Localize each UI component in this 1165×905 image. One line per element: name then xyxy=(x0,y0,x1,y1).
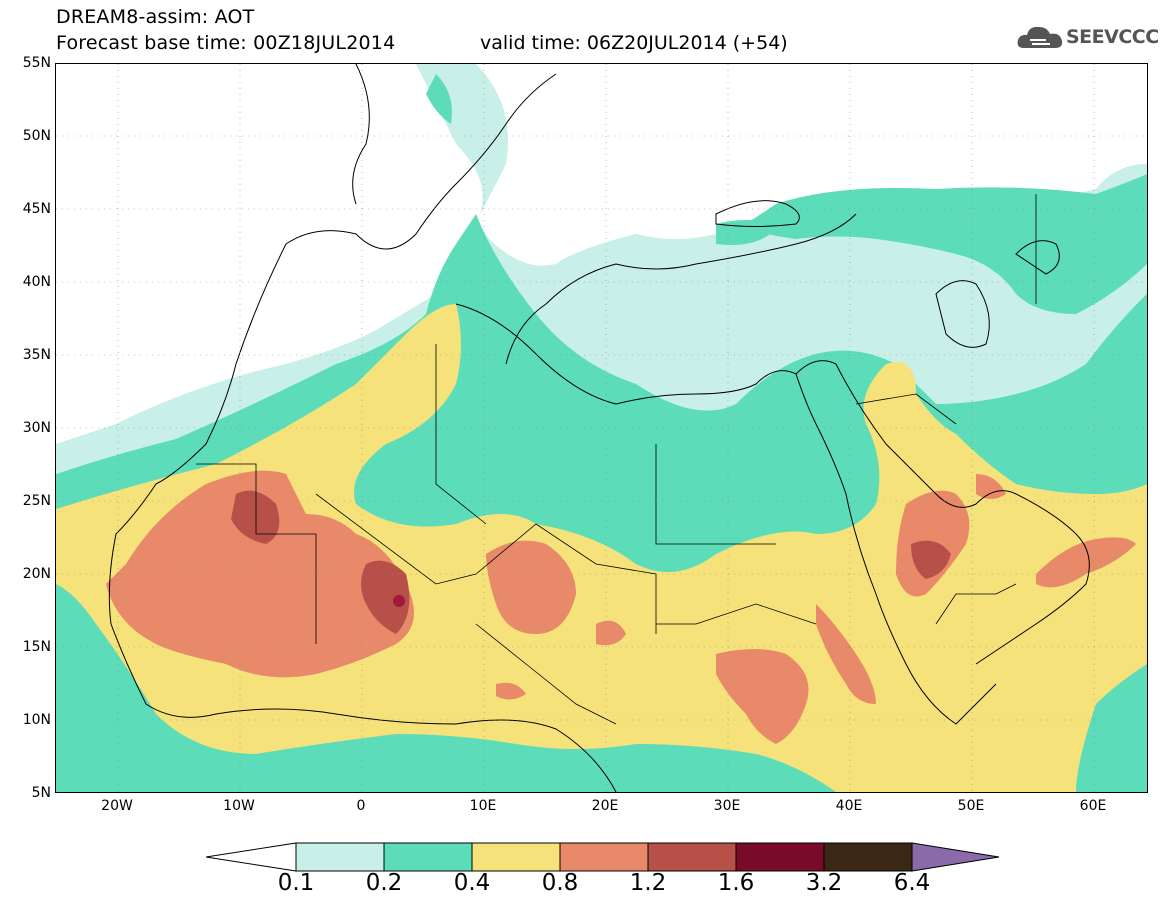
colorbar-swatch xyxy=(295,842,385,872)
coastlines xyxy=(108,63,1090,793)
colorbar-label: 1.6 xyxy=(717,870,755,896)
map-title: DREAM8-assim: AOT xyxy=(56,6,255,28)
colorbar-label: 3.2 xyxy=(805,870,843,896)
lon-label: 30E xyxy=(713,798,741,814)
lon-label: 60E xyxy=(1079,798,1107,814)
colorbar-arrow-low xyxy=(206,842,297,872)
lat-label: 10N xyxy=(22,712,51,728)
aot-contour-1.6 xyxy=(393,595,405,607)
lat-label: 30N xyxy=(22,420,51,436)
colorbar xyxy=(206,842,1000,872)
colorbar-swatch xyxy=(735,842,825,872)
lat-label: 20N xyxy=(22,566,51,582)
colorbar-arrow-high xyxy=(911,842,1000,872)
logo-text: SEEVCCC xyxy=(1066,26,1159,48)
colorbar-label: 0.2 xyxy=(365,870,403,896)
colorbar-label: 0.1 xyxy=(277,870,315,896)
lon-label: 0 xyxy=(356,798,366,814)
lat-label: 25N xyxy=(22,493,51,509)
colorbar-swatch xyxy=(823,842,913,872)
colorbar-label: 1.2 xyxy=(629,870,667,896)
colorbar-swatch xyxy=(471,842,561,872)
aot-contour-1.2 xyxy=(231,490,951,634)
colorbar-swatch xyxy=(647,842,737,872)
map-area xyxy=(55,63,1148,793)
seevccc-logo: SEEVCCC xyxy=(1016,22,1159,52)
colorbar-label: 0.8 xyxy=(541,870,579,896)
lat-label: 40N xyxy=(22,274,51,290)
lon-label: 50E xyxy=(957,798,985,814)
lat-label: 55N xyxy=(22,55,51,71)
colorbar-swatch xyxy=(559,842,649,872)
valid-time: valid time: 06Z20JUL2014 (+54) xyxy=(480,32,788,54)
country-borders xyxy=(196,194,1037,725)
colorbar-label: 6.4 xyxy=(893,870,931,896)
lat-label: 50N xyxy=(22,128,51,144)
colorbar-label: 0.4 xyxy=(453,870,491,896)
grid-lines xyxy=(56,64,1147,792)
lon-label: 20E xyxy=(591,798,619,814)
forecast-base-time: Forecast base time: 00Z18JUL2014 xyxy=(56,32,396,54)
lon-label: 10W xyxy=(223,798,255,814)
cloud-icon xyxy=(1017,26,1063,48)
lon-label: 40E xyxy=(835,798,863,814)
lon-label: 20W xyxy=(101,798,133,814)
lat-label: 15N xyxy=(22,639,51,655)
lat-label: 45N xyxy=(22,201,51,217)
lat-label: 5N xyxy=(31,785,51,801)
aot-map xyxy=(56,63,1147,793)
lat-label: 35N xyxy=(22,347,51,363)
colorbar-swatch xyxy=(383,842,473,872)
lon-label: 10E xyxy=(469,798,497,814)
